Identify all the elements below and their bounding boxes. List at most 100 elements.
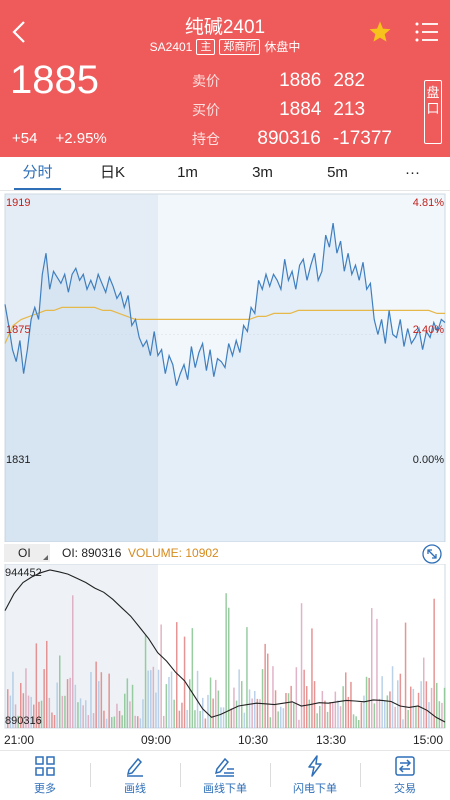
volume-bar xyxy=(51,712,53,728)
draw-line-label: 画线 xyxy=(124,783,146,795)
bid-price: 1884 xyxy=(279,98,322,120)
menu-icon[interactable] xyxy=(414,20,440,44)
night-session-bg xyxy=(5,194,158,542)
price-chart-svg xyxy=(4,193,446,542)
contract-code: SA2401 xyxy=(149,39,193,54)
volume-bar xyxy=(337,700,339,728)
tab-more[interactable]: ··· xyxy=(405,164,420,181)
last-price: 1885 xyxy=(10,58,99,102)
time-tick-1500: 15:00 xyxy=(413,733,444,747)
volume-bar xyxy=(277,711,279,728)
volume-bar xyxy=(248,689,251,728)
contract-subtitle: SA2401 主 郑商所 休盘中 xyxy=(0,38,450,55)
tab-daily-k[interactable]: 日K xyxy=(99,164,125,181)
volume-bar xyxy=(35,643,38,728)
price-change: +54 xyxy=(12,130,38,147)
volume-bar xyxy=(79,698,82,728)
tab-1m[interactable]: 1m xyxy=(177,164,198,181)
tab-3m[interactable]: 3m xyxy=(252,164,273,181)
market-status: 休盘中 xyxy=(264,40,301,54)
volume-bar xyxy=(85,700,87,728)
volume-bar xyxy=(306,686,308,728)
volume-bar xyxy=(204,718,207,728)
volume-bar xyxy=(443,687,446,728)
volume-bar xyxy=(303,669,305,728)
volume-bar xyxy=(150,670,152,728)
trade-button[interactable]: 交易 xyxy=(360,751,450,800)
volume-bar xyxy=(30,696,32,728)
volume-bar xyxy=(355,716,357,728)
volume-bar xyxy=(53,715,56,728)
volume-bar xyxy=(415,706,417,728)
oi-readout: OI: 890316 xyxy=(62,546,122,560)
volume-bar xyxy=(98,681,100,728)
volume-bar xyxy=(254,691,256,728)
volume-bar xyxy=(155,692,157,728)
ask-price: 1886 xyxy=(279,69,322,91)
volume-bar xyxy=(105,718,108,728)
draw-order-label: 画线下单 xyxy=(203,783,247,795)
indicator-selector[interactable]: OI xyxy=(4,544,50,562)
draw-order-button[interactable]: 画线下单 xyxy=(180,751,270,800)
order-book-button[interactable]: 盘口 xyxy=(424,80,442,144)
volume-bar xyxy=(176,622,178,728)
volume-bar xyxy=(389,691,391,728)
volume-bar xyxy=(202,697,204,728)
intraday-chart[interactable]: 1919 1875 1831 4.81% 2.40% 0.00% xyxy=(0,192,450,542)
volume-bar xyxy=(316,713,318,728)
volume-bar xyxy=(118,710,121,728)
volume-bar xyxy=(352,714,355,728)
more-button[interactable]: 更多 xyxy=(0,751,90,800)
volume-bar xyxy=(139,718,142,728)
volume-bar xyxy=(269,717,272,728)
volume-bar xyxy=(82,705,84,728)
volume-bar xyxy=(311,628,313,728)
volume-bar xyxy=(69,677,71,728)
volume-bar xyxy=(90,672,92,728)
volume-bar xyxy=(430,687,433,728)
volume-bar xyxy=(217,690,220,728)
volume-bar xyxy=(287,693,290,728)
oi-tick-high: 944452 xyxy=(5,567,42,579)
volume-bar xyxy=(108,673,110,728)
expand-icon[interactable] xyxy=(422,544,442,564)
quote-header: 纯碱2401 SA2401 主 郑商所 休盘中 1885 +54 +2.95% … xyxy=(0,0,450,157)
volume-bar xyxy=(436,682,438,728)
volume-bar xyxy=(321,691,324,728)
star-icon[interactable] xyxy=(368,20,392,44)
volume-bar xyxy=(394,706,396,728)
contract-title: 纯碱2401 xyxy=(184,17,266,38)
exchange-tag: 郑商所 xyxy=(219,38,261,55)
volume-bar xyxy=(256,698,259,728)
volume-bar xyxy=(220,707,222,728)
flash-order-button[interactable]: 闪电下单 xyxy=(270,751,360,800)
flash-order-label: 闪电下单 xyxy=(293,783,337,795)
vol-frame xyxy=(4,564,446,729)
volume-bar xyxy=(189,679,191,728)
volume-bar xyxy=(20,683,22,728)
draw-line-button[interactable]: 画线 xyxy=(90,751,180,800)
volume-bar xyxy=(433,598,435,728)
trade-label: 交易 xyxy=(394,783,416,795)
volume-bar xyxy=(282,708,285,728)
tab-5m[interactable]: 5m xyxy=(327,164,348,181)
volume-bar xyxy=(438,701,441,728)
tab-intraday[interactable]: 分时 xyxy=(0,157,75,190)
volume-bar xyxy=(163,715,165,728)
volume-bar xyxy=(64,695,66,728)
volume-oi-chart[interactable]: 944452 890316 xyxy=(0,564,450,730)
open-interest-value: 890316 xyxy=(257,127,321,149)
back-arrow-icon[interactable] xyxy=(8,16,32,48)
volume-bar xyxy=(103,710,105,728)
volume-bar xyxy=(40,700,43,728)
volume-bar xyxy=(319,705,321,728)
volume-bar xyxy=(272,666,274,728)
volume-bar xyxy=(285,693,287,728)
y-tick-high: 1919 xyxy=(6,197,31,209)
volume-bar xyxy=(173,699,175,728)
volume-bar xyxy=(25,668,27,728)
volume-bar xyxy=(425,681,428,728)
volume-bar xyxy=(222,707,225,728)
volume-bar xyxy=(129,701,131,728)
volume-chart-svg xyxy=(4,564,446,729)
